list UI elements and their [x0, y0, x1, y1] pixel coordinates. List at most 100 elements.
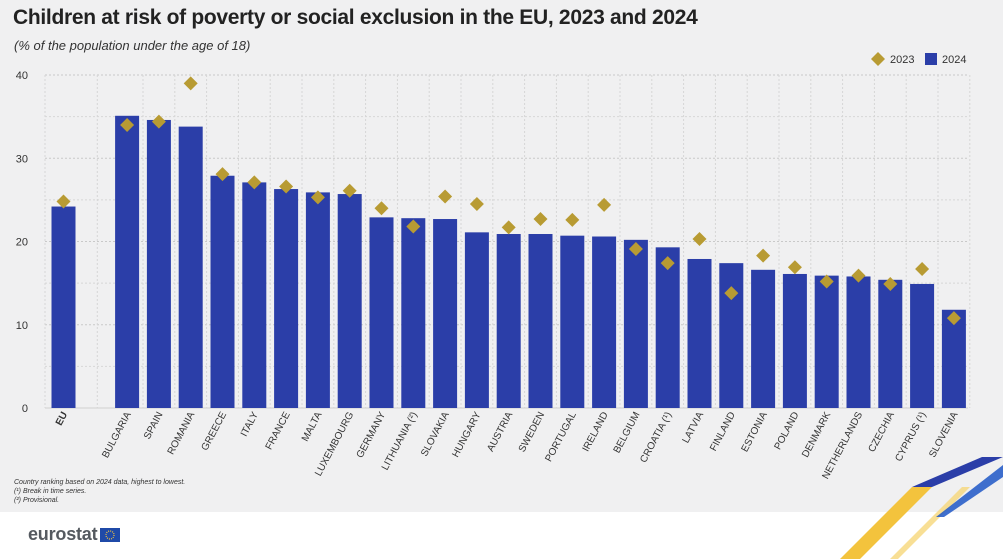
bar-2024-netherlands — [846, 276, 871, 408]
bar-2024-greece — [210, 175, 235, 408]
category-label-france: FRANCE — [264, 410, 293, 452]
decorative-stripes — [840, 457, 1003, 559]
x-axis-categories: EU BULGARIA SPAIN ROMANIA GREECE ITALY FRANCE M… — [54, 410, 961, 481]
category-label-eu: EU — [54, 410, 70, 427]
bar-2024-france — [274, 189, 299, 408]
marker-2023-spain — [151, 114, 166, 129]
bar-2024-malta — [305, 192, 330, 408]
bar-2024-hungary — [464, 232, 489, 408]
marker-2023-germany — [374, 201, 389, 216]
footnote-provisional: (²) Provisional. — [14, 497, 60, 504]
bar-2024-bulgaria — [115, 115, 140, 408]
y-tick-label-0: 0 — [22, 403, 28, 415]
marker-2023-netherlands — [851, 268, 866, 283]
category-label-latvia: LATVIA — [681, 410, 707, 445]
category-label-poland: POLAND — [773, 410, 802, 451]
footnote-break: (¹) Break in time series. — [14, 488, 87, 495]
category-label-spain: SPAIN — [142, 410, 165, 441]
bar-2024-croatia — [655, 247, 680, 408]
chart-subtitle: (% of the population under the age of 18… — [14, 38, 251, 53]
bar-chart: 0 10 20 30 40 EU BULGARIA SPAIN ROMANIA GREECE IT… — [16, 52, 971, 481]
marker-2023-finland — [724, 286, 739, 301]
category-label-bulgaria: BULGARIA — [100, 410, 134, 460]
bar-2024-germany — [369, 217, 394, 408]
legend: 2023 2024 — [871, 52, 966, 66]
legend-swatch-2024 — [925, 53, 937, 65]
bar-2024-finland — [719, 263, 744, 408]
marker-2023-croatia — [660, 256, 675, 271]
category-label-slovenia: SLOVENIA — [927, 410, 960, 460]
marker-2023-estonia — [756, 248, 771, 263]
marker-2023-luxembourg — [342, 183, 357, 198]
marker-2023-slovakia — [438, 189, 453, 204]
eurostat-logo-text: eurostat — [28, 524, 98, 544]
bars-2024 — [51, 115, 966, 409]
category-label-italy: ITALY — [239, 410, 261, 439]
bar-2024-austria — [496, 234, 521, 408]
gridlines — [44, 74, 971, 409]
chart-title: Children at risk of poverty or social ex… — [13, 6, 698, 29]
marker-2023-sweden — [533, 212, 548, 227]
marker-2023-belgium — [628, 241, 643, 256]
category-label-ireland: IRELAND — [581, 410, 611, 453]
bar-2024-belgium — [623, 239, 648, 408]
bar-2024-sweden — [528, 234, 553, 408]
legend-label-2024: 2024 — [942, 54, 966, 66]
marker-2023-lithuania — [406, 219, 421, 234]
y-axis-ticks: 0 10 20 30 40 — [16, 70, 28, 415]
bar-2024-lithuania — [401, 218, 426, 408]
marker-2023-malta — [310, 190, 325, 205]
category-label-sweden: SWEDEN — [517, 410, 547, 454]
category-label-croatia: CROATIA (¹) — [638, 410, 674, 465]
category-label-belgium: BELGIUM — [612, 410, 643, 455]
eurostat-logo: eurostat — [28, 524, 121, 545]
y-tick-label-40: 40 — [16, 70, 28, 82]
marker-2023-greece — [215, 167, 230, 182]
marker-2023-italy — [247, 175, 262, 190]
marker-2023-slovenia — [946, 311, 961, 326]
marker-2023-poland — [787, 260, 802, 275]
bar-2024-italy — [242, 182, 267, 408]
marker-2023-portugal — [565, 212, 580, 227]
y-tick-label-30: 30 — [16, 153, 28, 165]
category-label-greece: GREECE — [200, 410, 230, 453]
category-label-denmark: DENMARK — [800, 410, 833, 460]
marker-2023-france — [279, 179, 294, 194]
bar-2024-latvia — [687, 258, 712, 408]
footnotes: Country ranking based on 2024 data, high… — [14, 478, 185, 505]
marker-2023-bulgaria — [120, 117, 135, 132]
marker-2023-denmark — [819, 274, 834, 289]
footnote-ranking: Country ranking based on 2024 data, high… — [14, 479, 186, 486]
legend-label-2023: 2023 — [890, 54, 914, 66]
bar-2024-estonia — [751, 269, 776, 408]
category-label-finland: FINLAND — [708, 410, 738, 453]
marker-2023-cyprus — [915, 261, 930, 276]
bar-2024-denmark — [814, 275, 839, 408]
marker-2023-eu — [56, 194, 71, 209]
category-label-czechia: CZECHIA — [867, 410, 897, 454]
bar-2024-luxembourg — [337, 194, 362, 408]
bar-2024-eu — [51, 206, 76, 408]
bar-2024-romania — [178, 126, 203, 409]
category-label-malta: MALTA — [300, 410, 325, 444]
bar-2024-portugal — [560, 235, 585, 408]
marker-2023-ireland — [597, 197, 612, 212]
category-label-lithuania: LITHUANIA (²) — [380, 410, 420, 472]
markers-2023 — [56, 76, 961, 326]
bar-2024-poland — [782, 273, 807, 408]
bar-2024-slovenia — [941, 309, 966, 408]
marker-2023-romania — [183, 76, 198, 91]
marker-2023-czechia — [883, 276, 898, 291]
category-label-germany: GERMANY — [355, 410, 389, 460]
y-tick-label-10: 10 — [16, 320, 28, 332]
marker-2023-latvia — [692, 232, 707, 247]
y-tick-label-20: 20 — [16, 237, 28, 249]
marker-2023-hungary — [469, 197, 484, 212]
category-label-slovakia: SLOVAKIA — [419, 410, 452, 458]
legend-marker-2023 — [871, 52, 885, 66]
category-label-austria: AUSTRIA — [485, 410, 515, 454]
bar-2024-ireland — [592, 236, 617, 408]
marker-2023-austria — [501, 220, 516, 235]
category-label-portugal: PORTUGAL — [543, 410, 579, 464]
